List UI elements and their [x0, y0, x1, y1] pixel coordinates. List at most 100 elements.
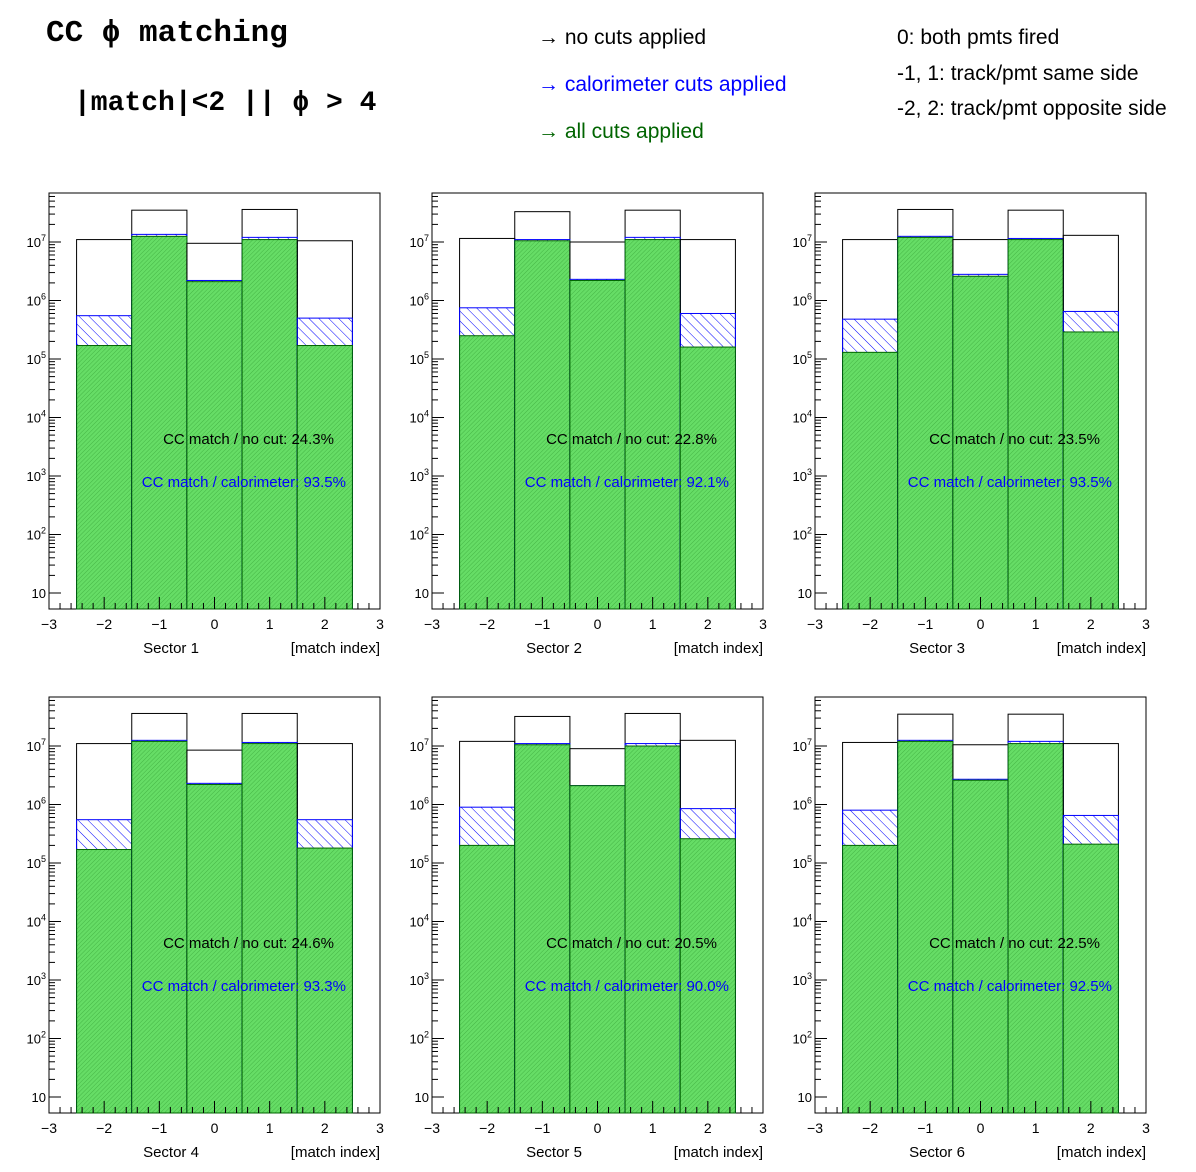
annotation-calorimeter-ratio: CC match / calorimeter: 90.0% — [525, 978, 729, 995]
histogram-panel: −3 −2 −1 0 1 2 3 10 102 103 104 105 106 107 [match ind… — [793, 696, 1150, 1161]
x-tick-label: 1 — [649, 616, 657, 632]
sector-label: Sector 4 — [143, 1144, 199, 1161]
x-tick-label: 0 — [594, 1120, 602, 1136]
bar-all-cuts — [1007, 239, 1064, 610]
x-tick-label: 1 — [266, 616, 274, 632]
sector-label: Sector 2 — [526, 640, 582, 657]
y-tick-label: 102 — [793, 526, 812, 543]
bar-all-cuts — [131, 235, 188, 610]
y-tick-labels: 10 102 103 104 105 106 107 — [410, 737, 429, 1105]
page-subtitle: |match|<2 || ϕ > 4 — [74, 88, 377, 119]
note-same-side: -1, 1: track/pmt same side — [897, 62, 1139, 85]
x-tick-label: −2 — [862, 1120, 878, 1136]
x-tick-label: 2 — [321, 616, 329, 632]
x-tick-label: −3 — [807, 1120, 823, 1136]
bar-all-cuts — [569, 279, 626, 610]
x-tick-label: 3 — [376, 616, 384, 632]
x-tick-label: 0 — [211, 616, 219, 632]
x-tick-label: 1 — [266, 1120, 274, 1136]
bar-all-cuts — [76, 345, 133, 610]
y-tick-label: 106 — [27, 796, 46, 813]
note-both-pmts: 0: both pmts fired — [897, 26, 1060, 49]
x-axis-label: [match index] — [674, 640, 763, 657]
y-tick-label: 102 — [27, 1030, 46, 1047]
y-tick-label: 104 — [410, 913, 429, 930]
sector-label: Sector 5 — [526, 1144, 582, 1161]
x-tick-label: −2 — [479, 1120, 495, 1136]
y-tick-label: 105 — [27, 350, 46, 367]
y-tick-label: 105 — [410, 854, 429, 871]
y-tick-label: 103 — [793, 971, 812, 988]
y-tick-labels: 10 102 103 104 105 106 107 — [793, 737, 812, 1105]
y-tick-label: 105 — [793, 350, 812, 367]
legend-calorimeter-cuts: → calorimeter cuts applied — [538, 73, 787, 96]
bar-all-cuts — [459, 844, 516, 1114]
x-axis-label: [match index] — [291, 640, 380, 657]
x-tick-label: −3 — [41, 616, 57, 632]
y-tick-label: 107 — [27, 737, 46, 754]
y-tick-label: 105 — [793, 854, 812, 871]
bar-all-cuts — [897, 740, 954, 1114]
y-tick-label: 10 — [32, 586, 46, 601]
y-tick-label: 107 — [793, 737, 812, 754]
y-tick-label: 104 — [793, 913, 812, 930]
y-tick-label: 103 — [410, 467, 429, 484]
x-axis-label: [match index] — [291, 1144, 380, 1161]
bar-all-cuts — [952, 779, 1009, 1114]
x-axis-label: [match index] — [1057, 640, 1146, 657]
x-tick-label: −1 — [917, 1120, 933, 1136]
y-tick-label: 106 — [410, 292, 429, 309]
legend-all-cuts: → all cuts applied — [538, 120, 704, 143]
bar-all-cuts — [897, 236, 954, 610]
annotation-no-cut-ratio: CC match / no cut: 24.3% — [163, 431, 334, 448]
bar-all-cuts — [1062, 331, 1119, 610]
x-tick-label: −1 — [151, 1120, 167, 1136]
x-tick-label: 1 — [649, 1120, 657, 1136]
bar-all-cuts — [514, 240, 571, 610]
x-tick-label: −3 — [424, 1120, 440, 1136]
y-tick-label: 107 — [410, 233, 429, 250]
annotation-no-cut-ratio: CC match / no cut: 22.5% — [929, 935, 1100, 952]
x-tick-label: 0 — [977, 1120, 985, 1136]
x-tick-label: −2 — [96, 1120, 112, 1136]
y-tick-label: 106 — [793, 796, 812, 813]
x-tick-label: 3 — [759, 616, 767, 632]
histogram-panel: −3 −2 −1 0 1 2 3 10 102 103 104 105 106 107 [match ind… — [27, 192, 384, 657]
bar-all-cuts — [679, 838, 736, 1114]
y-tick-label: 107 — [27, 233, 46, 250]
y-tick-label: 104 — [27, 913, 46, 930]
x-tick-label: 0 — [594, 616, 602, 632]
annotation-calorimeter-ratio: CC match / calorimeter: 93.3% — [142, 978, 346, 995]
x-tick-label: −3 — [424, 616, 440, 632]
y-tick-labels: 10 102 103 104 105 106 107 — [27, 737, 46, 1105]
histogram-panel: −3 −2 −1 0 1 2 3 10 102 103 104 105 106 107 [match ind… — [410, 696, 767, 1161]
note-opposite-side: -2, 2: track/pmt opposite side — [897, 97, 1167, 120]
y-tick-label: 104 — [793, 409, 812, 426]
y-tick-label: 10 — [798, 586, 812, 601]
y-tick-label: 105 — [27, 854, 46, 871]
annotation-no-cut-ratio: CC match / no cut: 20.5% — [546, 935, 717, 952]
bar-all-cuts — [1062, 843, 1119, 1114]
bar-all-cuts — [569, 785, 626, 1114]
annotation-no-cut-ratio: CC match / no cut: 23.5% — [929, 431, 1100, 448]
bar-all-cuts — [131, 740, 188, 1114]
sector-label: Sector 1 — [143, 640, 199, 657]
x-tick-label: −2 — [862, 616, 878, 632]
x-tick-label: 2 — [1087, 616, 1095, 632]
x-tick-label: 2 — [704, 616, 712, 632]
legend-no-cuts: → no cuts applied — [538, 26, 707, 49]
y-tick-label: 107 — [410, 737, 429, 754]
bar-all-cuts — [679, 346, 736, 610]
y-tick-label: 106 — [410, 796, 429, 813]
x-tick-label: 2 — [704, 1120, 712, 1136]
bar-all-cuts — [76, 849, 133, 1114]
y-tick-label: 102 — [410, 526, 429, 543]
y-tick-label: 104 — [410, 409, 429, 426]
x-tick-label: 2 — [321, 1120, 329, 1136]
x-tick-label: −1 — [917, 616, 933, 632]
bar-all-cuts — [514, 744, 571, 1114]
x-tick-label: −1 — [151, 616, 167, 632]
y-tick-label: 102 — [27, 526, 46, 543]
x-tick-label: −3 — [41, 1120, 57, 1136]
x-tick-label: 1 — [1032, 616, 1040, 632]
